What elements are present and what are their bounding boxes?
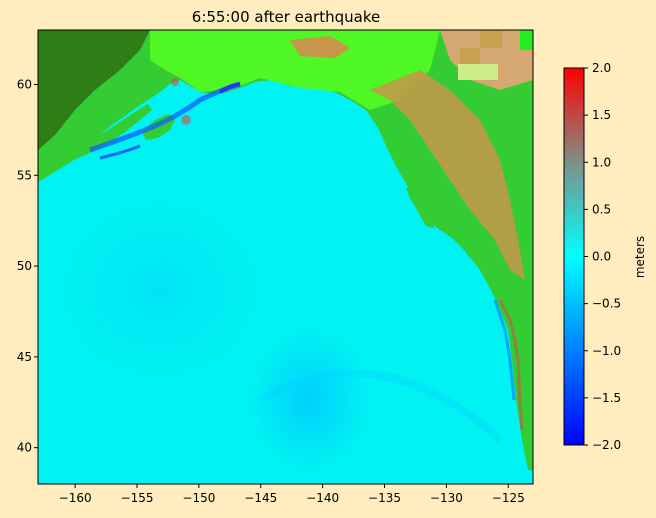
ocean-deep-patch [250,330,370,470]
colorbar-tick-label: 1.5 [592,108,611,122]
wave-front-arc [258,369,503,443]
plot-frame [37,29,534,485]
land-dark-west [38,30,150,150]
x-tick-label: −145 [244,491,277,505]
colorbar-tick-label: 0.5 [592,202,611,216]
colorbar-tick-label: −1.0 [592,344,621,358]
coarse-tile [458,64,498,80]
colorbar-tick-label: 2.0 [592,61,611,75]
colorbar-tick-label: 0.0 [592,250,611,264]
plot-title: 6:55:00 after earthquake [192,8,380,26]
x-tick-label: −130 [430,491,463,505]
colorbar-label: meters [633,236,647,278]
wave-positive-coast [498,299,524,431]
coarse-tile [520,30,533,50]
wave-negative-coast [99,144,141,160]
colorbar-tick-label: −2.0 [592,438,621,452]
colorbar-gradient [563,67,585,446]
y-tick-label: 40 [17,441,32,455]
land-high-terrain-3 [440,30,533,90]
y-tick-label: 60 [17,77,32,91]
x-tick-label: −155 [121,491,154,505]
y-axis: 40 45 50 55 60 [17,77,38,455]
colorbar: 2.0 1.5 1.0 0.5 0.0 −0.5 −1.0 −1.5 −2.0 meters [563,61,647,452]
x-tick-label: −160 [59,491,92,505]
colorbar-ticks: 2.0 1.5 1.0 0.5 0.0 −0.5 −1.0 −1.5 −2.0 [584,61,621,452]
land-high-terrain [290,36,350,58]
wave-positive-spot [181,115,191,125]
colorbar-tick-label: −1.5 [592,391,621,405]
x-tick-label: −140 [306,491,339,505]
y-tick-label: 50 [17,259,32,273]
x-tick-label: −135 [368,491,401,505]
colorbar-tick-label: 1.0 [592,155,611,169]
x-axis: −160 −155 −150 −145 −140 −135 −130 −125 [59,484,525,505]
map-plot [38,30,533,484]
ocean-deep-patch-2 [60,200,260,380]
y-tick-label: 45 [17,350,32,364]
land-mainland [38,30,533,470]
colorbar-tick-label: −0.5 [592,297,621,311]
wave-positive-spot [171,78,179,86]
coarse-tile [460,48,480,64]
x-tick-label: −125 [492,491,525,505]
coarse-tile [480,30,502,48]
y-tick-label: 55 [17,168,32,182]
wave-negative-north [218,82,241,94]
wave-negative-coast-south [493,299,516,401]
x-tick-label: −150 [182,491,215,505]
land-haida-gwaii [406,186,434,228]
land-peninsula [38,104,152,182]
land-vancouver-island [462,244,502,278]
land-high-terrain-2 [370,70,525,280]
